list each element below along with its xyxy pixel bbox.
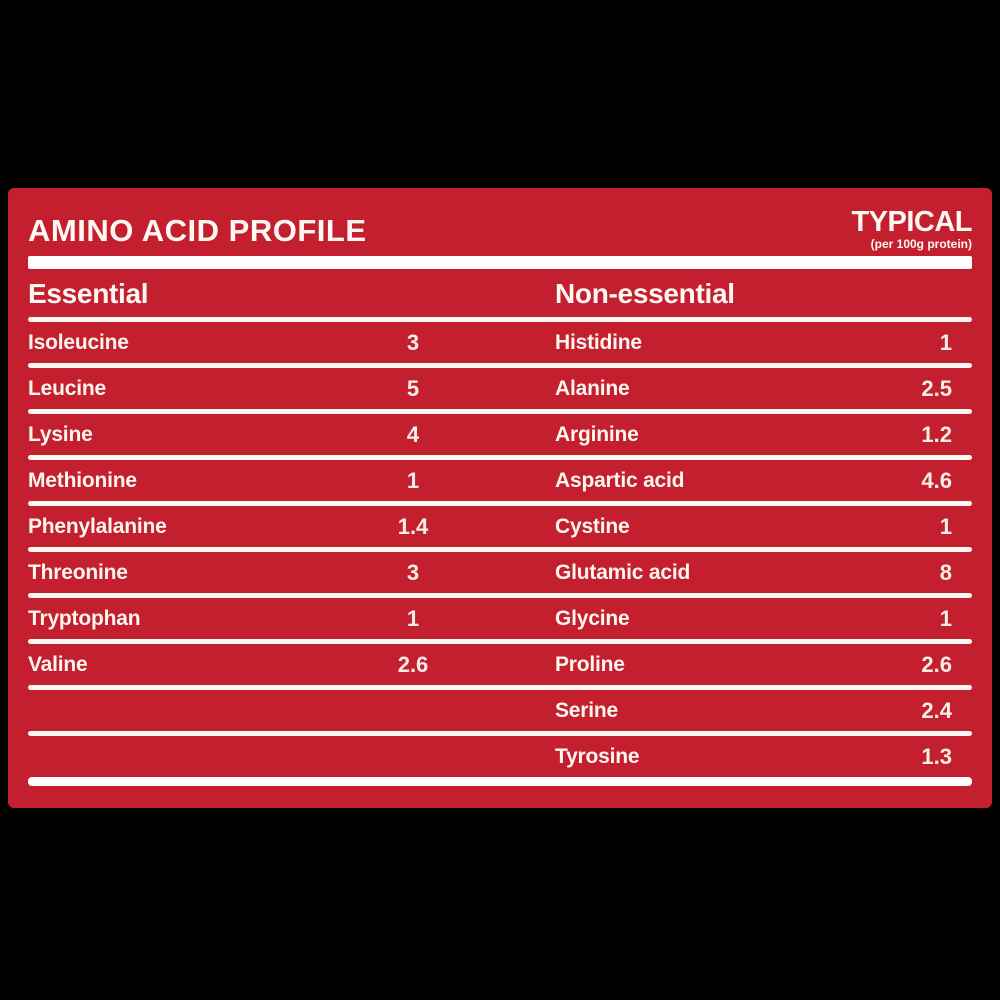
row-divider bbox=[28, 593, 972, 598]
essential-name: Valine bbox=[28, 652, 88, 676]
non-essential-value: 8 bbox=[939, 559, 952, 585]
essential-value: 5 bbox=[406, 375, 420, 401]
essential-column-header: Essential bbox=[28, 278, 149, 309]
essential-name: Methionine bbox=[28, 468, 137, 492]
row-divider bbox=[28, 455, 972, 460]
table-row: Valine 2.6 Proline 2.6 bbox=[28, 644, 972, 685]
essential-value: 3 bbox=[406, 329, 420, 355]
non-essential-value: 1 bbox=[939, 329, 952, 355]
non-essential-value: 1.3 bbox=[921, 743, 952, 769]
non-essential-value: 2.4 bbox=[921, 697, 952, 723]
table-row: Tryptophan 1 Glycine 1 bbox=[28, 598, 972, 639]
non-essential-value: 2.5 bbox=[921, 375, 952, 401]
table-row: Tyrosine 1.3 bbox=[28, 736, 972, 777]
essential-name: Tryptophan bbox=[28, 606, 141, 630]
row-divider bbox=[28, 731, 972, 736]
essential-name: Phenylalanine bbox=[28, 514, 167, 538]
table-row: Phenylalanine 1.4 Cystine 1 bbox=[28, 506, 972, 547]
panel-header: AMINO ACID PROFILE TYPICAL (per 100g pro… bbox=[28, 206, 972, 251]
table-row: Lysine 4 Arginine 1.2 bbox=[28, 414, 972, 455]
table-bottom-bar bbox=[28, 777, 972, 786]
non-essential-name: Proline bbox=[555, 652, 625, 676]
row-divider bbox=[28, 409, 972, 414]
non-essential-name: Histidine bbox=[555, 330, 642, 354]
column-headers: Essential Non-essential bbox=[28, 269, 972, 317]
table-row: Isoleucine 3 Histidine 1 bbox=[28, 322, 972, 363]
amino-acid-profile-panel: AMINO ACID PROFILE TYPICAL (per 100g pro… bbox=[8, 188, 992, 808]
essential-value: 2.6 bbox=[397, 651, 429, 677]
essential-name: Isoleucine bbox=[28, 330, 129, 354]
typical-label: TYPICAL bbox=[851, 206, 972, 238]
essential-value: 1 bbox=[406, 605, 420, 631]
essential-value: 4 bbox=[406, 421, 420, 447]
non-essential-name: Serine bbox=[555, 698, 618, 722]
panel-content: AMINO ACID PROFILE TYPICAL (per 100g pro… bbox=[28, 206, 972, 786]
non-essential-value: 1.2 bbox=[921, 421, 952, 447]
essential-name: Lysine bbox=[28, 422, 93, 446]
non-essential-name: Glycine bbox=[555, 606, 630, 630]
row-divider bbox=[28, 639, 972, 644]
table-row: Leucine 5 Alanine 2.5 bbox=[28, 368, 972, 409]
table-row: Methionine 1 Aspartic acid 4.6 bbox=[28, 460, 972, 501]
essential-value: 1 bbox=[406, 467, 420, 493]
essential-name: Threonine bbox=[28, 560, 128, 584]
non-essential-value: 1 bbox=[939, 513, 952, 539]
page-title: AMINO ACID PROFILE bbox=[28, 213, 367, 248]
non-essential-name: Cystine bbox=[555, 514, 630, 538]
non-essential-name: Alanine bbox=[555, 376, 630, 400]
table-row: Serine 2.4 bbox=[28, 690, 972, 731]
table-row: Threonine 3 Glutamic acid 8 bbox=[28, 552, 972, 593]
row-divider bbox=[28, 547, 972, 552]
non-essential-name: Arginine bbox=[555, 422, 639, 446]
row-divider bbox=[28, 317, 972, 322]
non-essential-value: 1 bbox=[939, 605, 952, 631]
non-essential-name: Aspartic acid bbox=[555, 468, 685, 492]
non-essential-name: Glutamic acid bbox=[555, 560, 691, 584]
non-essential-value: 2.6 bbox=[921, 651, 952, 677]
non-essential-name: Tyrosine bbox=[555, 744, 640, 768]
header-divider-bar bbox=[28, 256, 972, 269]
non-essential-value: 4.6 bbox=[921, 467, 952, 493]
row-divider bbox=[28, 501, 972, 506]
essential-value: 3 bbox=[406, 559, 420, 585]
essential-value: 1.4 bbox=[397, 513, 429, 539]
row-divider bbox=[28, 685, 972, 690]
typical-block: TYPICAL (per 100g protein) bbox=[851, 206, 972, 251]
row-divider bbox=[28, 363, 972, 368]
essential-name: Leucine bbox=[28, 376, 106, 400]
non-essential-column-header: Non-essential bbox=[555, 278, 735, 309]
typical-sub-label: (per 100g protein) bbox=[870, 237, 972, 251]
